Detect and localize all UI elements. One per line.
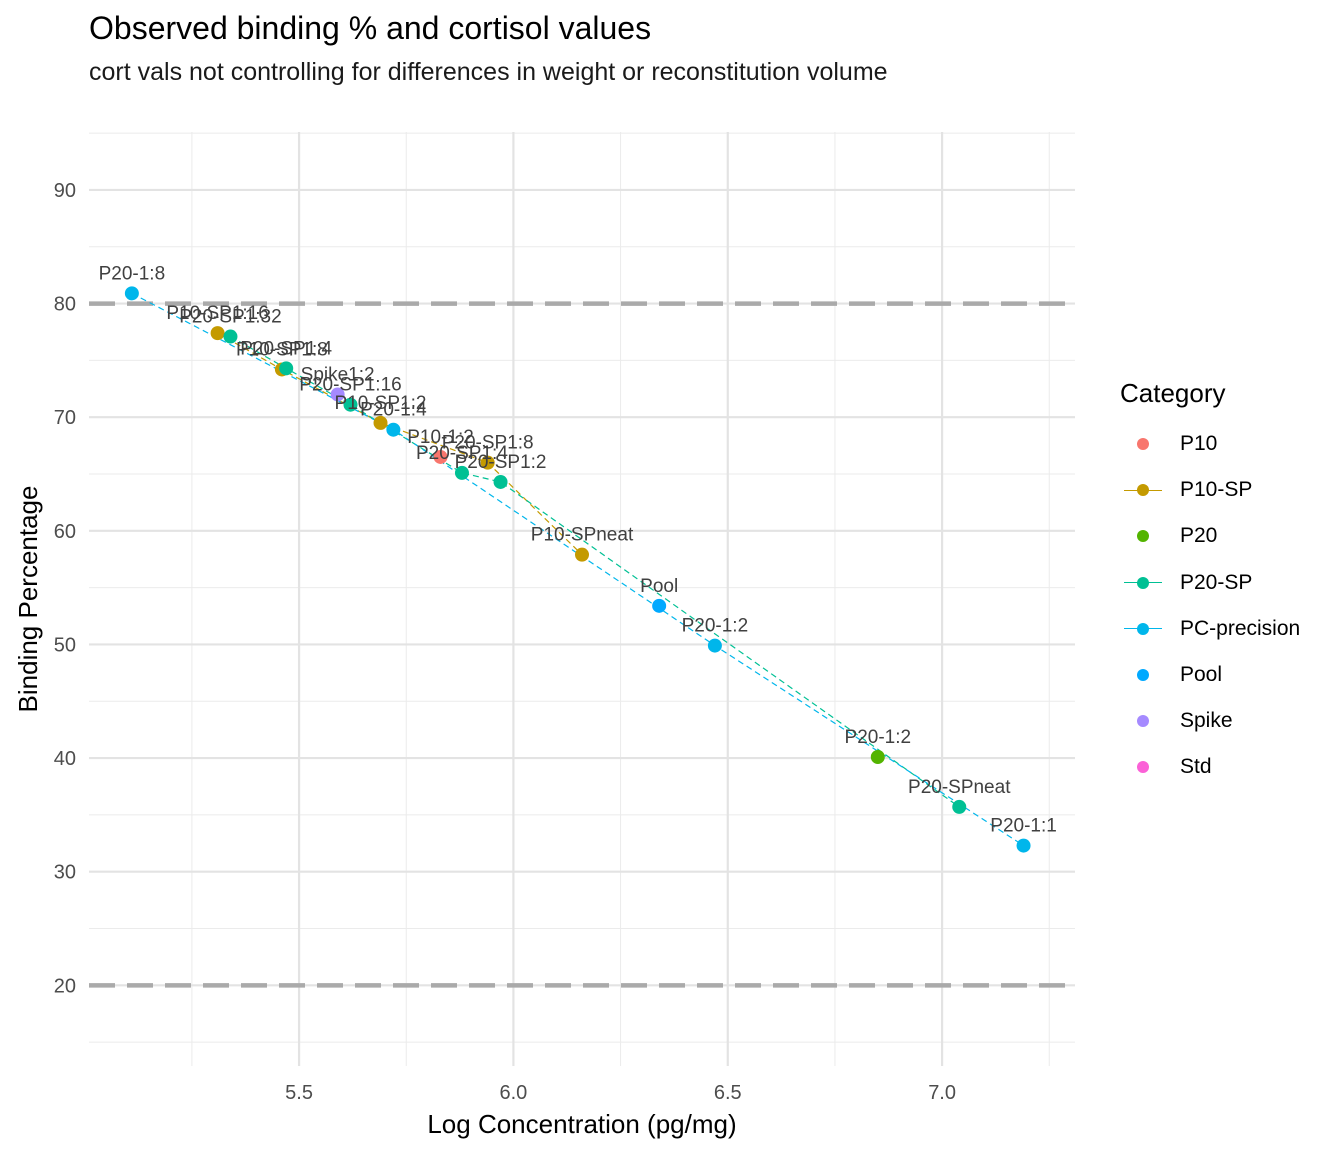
point-label: P10-SP1:8: [236, 339, 328, 360]
point-label: P20-SP1:2: [455, 452, 547, 473]
data-point: [480, 455, 495, 470]
legend-item: Pool: [1120, 652, 1300, 698]
legend-label: P20-SP: [1180, 570, 1253, 594]
legend-item: P20-SP: [1120, 560, 1300, 606]
data-point: [952, 799, 967, 814]
data-point: [707, 638, 722, 653]
point-label: P20-1:2: [845, 727, 912, 748]
legend-label: P10-SP: [1180, 478, 1253, 502]
legend: Category P10 P10-SP P20 P20-SP PC-precision P…: [1120, 378, 1300, 791]
point-label: P20-1:8: [99, 263, 166, 284]
legend-items: P10 P10-SP P20 P20-SP PC-precision Pool Spike S…: [1120, 421, 1300, 791]
legend-label: P10: [1180, 432, 1218, 456]
data-point: [210, 326, 225, 341]
data-point: [870, 749, 885, 764]
legend-item: Spike: [1120, 698, 1300, 744]
y-tick-label: 90: [54, 180, 76, 202]
legend-item: Std: [1120, 744, 1300, 790]
y-tick-label: 20: [54, 975, 76, 997]
x-axis-title: Log Concentration (pg/mg): [427, 1109, 736, 1139]
legend-key: [1120, 513, 1166, 559]
data-point: [386, 422, 401, 437]
legend-title: Category: [1120, 378, 1226, 408]
legend-key: [1120, 467, 1166, 513]
chart-subtitle: cort vals not controlling for difference…: [89, 58, 888, 86]
x-tick-label: 5.5: [285, 1082, 313, 1104]
data-point: [373, 415, 388, 430]
point-label: P10-1:2: [407, 427, 474, 448]
point-label: P20-SPneat: [908, 777, 1011, 798]
y-tick-label: 50: [54, 634, 76, 656]
data-point: [493, 474, 508, 489]
series-line: [217, 332, 583, 556]
legend-dot: [1137, 669, 1149, 682]
legend-key: [1120, 421, 1166, 467]
point-label: P20-1:2: [682, 616, 749, 637]
y-axis-title: Binding Percentage: [13, 486, 43, 713]
data-point: [330, 387, 345, 402]
x-tick-label: 7.0: [928, 1082, 956, 1104]
legend-key: [1120, 698, 1166, 744]
legend-dot: [1137, 715, 1149, 728]
legend-dot: [1137, 761, 1149, 774]
legend-key: [1120, 744, 1166, 790]
legend-dot: [1137, 622, 1149, 635]
legend-label: Spike: [1180, 709, 1233, 733]
y-tick-label: 80: [54, 294, 76, 316]
legend-label: Std: [1180, 755, 1212, 779]
point-label: P10-SP1:2: [335, 393, 427, 414]
point-label: P20-SP1:32: [179, 307, 281, 328]
point-label: P20-SP1:4: [416, 443, 508, 464]
legend-item: P10: [1120, 421, 1300, 467]
legend-item: PC-precision: [1120, 606, 1300, 652]
point-label: P10-SP1:16: [166, 303, 268, 324]
point-label: P20-SP1:8: [442, 433, 534, 454]
point-label: Pool: [640, 576, 678, 597]
legend-label: PC-precision: [1180, 616, 1301, 640]
x-tick-label: 6.0: [500, 1082, 528, 1104]
point-label: P20-SP1:4: [240, 338, 332, 359]
legend-dot: [1137, 484, 1149, 497]
data-point: [652, 598, 667, 613]
series-line: [131, 292, 1024, 847]
y-tick-label: 30: [54, 862, 76, 884]
data-point: [343, 397, 358, 412]
point-label: P10-SPneat: [531, 525, 634, 546]
data-point: [279, 361, 294, 376]
legend-label: Pool: [1180, 663, 1223, 687]
point-label: P20-1:4: [360, 400, 427, 421]
y-tick-label: 40: [54, 748, 76, 770]
chart-title: Observed binding % and cortisol values: [89, 10, 652, 46]
legend-item: P20: [1120, 513, 1300, 559]
data-point: [223, 329, 238, 344]
legend-key: [1120, 606, 1166, 652]
legend-dot: [1137, 530, 1149, 543]
data-point: [433, 449, 448, 464]
y-tick-label: 60: [54, 521, 76, 543]
point-label: P20-1:1: [990, 816, 1057, 837]
legend-label: P20: [1180, 524, 1218, 548]
data-point: [124, 286, 139, 301]
x-tick-label: 6.5: [714, 1082, 742, 1104]
legend-key: [1120, 652, 1166, 698]
data-point: [575, 547, 589, 562]
point-label: P20-SP1:16: [299, 375, 401, 396]
legend-dot: [1137, 438, 1149, 451]
legend-dot: [1137, 576, 1149, 589]
point-label: Spike1:2: [301, 364, 375, 385]
legend-key: [1120, 560, 1166, 606]
data-point: [454, 465, 469, 480]
data-point: [1016, 838, 1031, 853]
y-tick-label: 70: [54, 407, 76, 429]
legend-item: P10-SP: [1120, 467, 1300, 513]
